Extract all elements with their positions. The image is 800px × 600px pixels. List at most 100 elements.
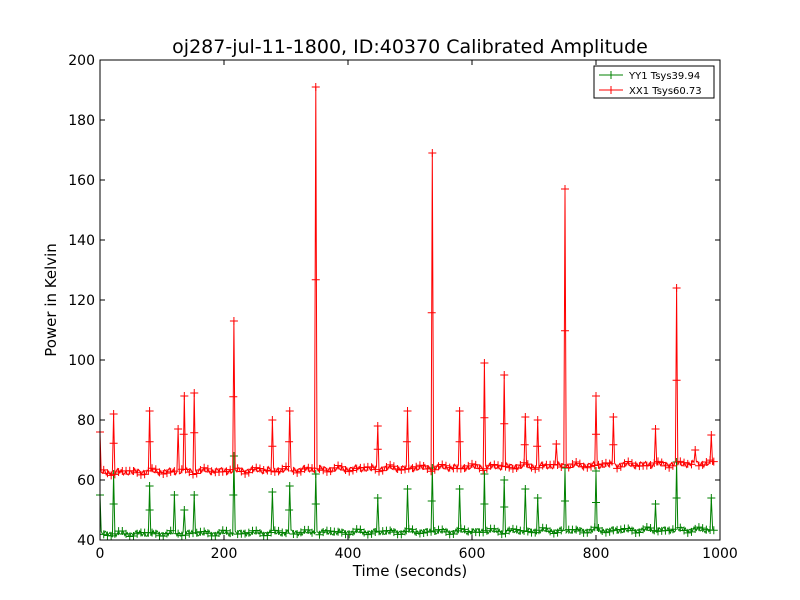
series-marker <box>403 485 412 493</box>
series-marker <box>174 425 183 433</box>
series-marker <box>500 371 509 379</box>
series-marker <box>523 527 532 536</box>
series-marker <box>99 530 108 539</box>
series-marker <box>441 461 450 470</box>
axis-ticks: 0 200 400 600 800 1000 40 60 80 100 120 140 160 180 20… <box>68 53 738 562</box>
series-marker <box>378 466 387 475</box>
series-marker <box>661 461 670 470</box>
series-marker <box>412 528 421 537</box>
series-marker <box>114 468 123 477</box>
series-marker <box>456 464 465 473</box>
series-marker <box>568 460 577 469</box>
series-marker <box>468 459 476 468</box>
series-marker <box>109 410 118 418</box>
series-marker <box>412 462 421 471</box>
series-marker <box>438 460 447 469</box>
series-marker <box>546 527 555 536</box>
series-marker <box>650 526 659 535</box>
series-marker <box>520 526 529 535</box>
series-marker <box>428 149 437 157</box>
series-marker <box>319 528 328 537</box>
series-marker <box>561 185 569 193</box>
series-marker <box>557 526 566 535</box>
series-marker <box>140 470 149 479</box>
series-marker <box>654 457 662 466</box>
x-tick-label: 0 <box>96 546 105 562</box>
series-0 <box>96 452 718 541</box>
series-marker <box>345 467 354 476</box>
series-marker <box>189 470 197 479</box>
series-marker <box>668 461 677 470</box>
series-marker <box>315 464 324 473</box>
series-marker <box>255 464 264 473</box>
series-marker <box>185 529 194 538</box>
series-marker <box>226 529 235 538</box>
series-marker <box>691 446 700 454</box>
series-marker <box>455 407 464 415</box>
series-marker <box>572 525 581 534</box>
y-tick-label: 200 <box>68 53 95 69</box>
series-marker <box>538 461 547 470</box>
series-marker <box>650 459 659 468</box>
series-marker <box>311 470 320 478</box>
series-marker <box>512 525 521 534</box>
series-marker <box>308 464 317 473</box>
series-marker <box>373 494 382 502</box>
y-tick-label: 140 <box>68 233 95 249</box>
series-marker <box>709 457 718 466</box>
series-marker <box>497 530 506 539</box>
legend-marker <box>607 71 615 79</box>
series-marker <box>598 526 607 535</box>
series-marker <box>601 528 610 537</box>
series-1 <box>96 83 718 480</box>
chart-title: oj287-jul-11-1800, ID:40370 Calibrated A… <box>172 36 648 58</box>
series-marker <box>259 465 268 474</box>
series-marker <box>668 525 677 534</box>
series-marker <box>285 407 294 415</box>
series-marker <box>190 389 199 397</box>
series-marker <box>397 466 406 475</box>
series-marker <box>241 529 250 538</box>
series-marker <box>657 458 666 467</box>
series-marker <box>706 456 715 465</box>
series-marker <box>226 465 235 474</box>
series-marker <box>190 491 199 499</box>
series-marker <box>552 440 561 448</box>
series-marker <box>707 431 716 439</box>
series-marker <box>148 528 157 537</box>
series-marker <box>683 528 692 537</box>
plot-area <box>96 83 718 541</box>
series-marker <box>393 464 402 473</box>
series-marker <box>229 452 238 460</box>
y-tick-label: 100 <box>68 353 95 369</box>
series-marker <box>430 465 439 474</box>
series-marker <box>605 459 614 468</box>
series-marker <box>445 463 454 472</box>
series-marker <box>646 460 655 469</box>
series-marker <box>642 523 651 532</box>
legend-box <box>593 65 715 99</box>
series-marker <box>322 467 331 476</box>
series-marker <box>687 460 696 469</box>
series-marker <box>709 526 718 535</box>
series-marker <box>270 526 279 535</box>
series-marker <box>494 461 503 470</box>
series-marker <box>151 529 160 538</box>
series-marker <box>222 467 231 476</box>
series-marker <box>326 467 335 476</box>
series-marker <box>460 525 469 534</box>
series-marker <box>508 464 517 473</box>
x-tick-label: 600 <box>459 546 486 562</box>
series-marker <box>430 527 439 536</box>
series-marker <box>427 527 436 536</box>
series-marker <box>159 469 168 478</box>
series-marker <box>523 460 532 469</box>
series-marker <box>133 468 142 477</box>
series-marker <box>308 528 317 537</box>
series-marker <box>698 524 707 533</box>
series-marker <box>480 359 489 367</box>
series-marker <box>590 523 599 532</box>
series-marker <box>166 467 175 476</box>
series-marker <box>553 461 562 470</box>
